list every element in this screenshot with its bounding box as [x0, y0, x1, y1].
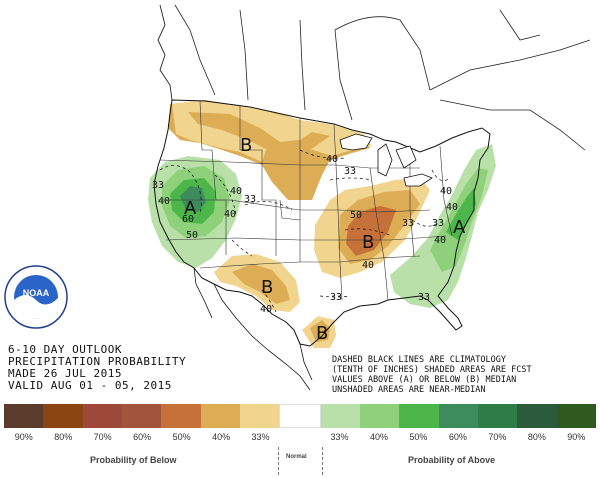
legend-tick-label: 33%: [251, 432, 270, 442]
state-lines: [158, 100, 453, 301]
us-outline: [153, 99, 491, 347]
climatology-dashed-lines: [159, 149, 451, 313]
contour-label: 33: [152, 180, 164, 191]
legend-swatch: [200, 404, 240, 428]
legend-swatch: [82, 404, 122, 428]
contour-labels: 33 40 50 60 40 33 40 33 40 40 40 33 40 5…: [152, 154, 458, 315]
precipitation-outlook-map: A B B B B A 33 40 50 60 40 33 40 33 40 4…: [4, 4, 591, 395]
probability-above-label: Probability of Above: [408, 455, 496, 465]
note-line: VALUES ABOVE (A) OR BELOW (B) MEDIAN: [332, 375, 516, 385]
normal-label: Normal: [286, 454, 307, 460]
contour-label: 40: [446, 202, 458, 213]
below-letter-north: B: [240, 135, 252, 156]
legend-tick-label: 50%: [172, 432, 191, 442]
legend-tick-label: 60%: [133, 432, 152, 442]
legend-swatch: [399, 404, 439, 428]
legend-swatch: [438, 404, 478, 428]
noaa-logo-text: NOAA: [23, 288, 50, 298]
outlook-valid-dates: VALID AUG 01 - 05, 2015: [8, 379, 172, 392]
legend-swatch: [161, 404, 201, 428]
map-notes: DASHED BLACK LINES ARE CLIMATOLOGY (TENT…: [332, 355, 532, 395]
probability-legend-bar: [4, 404, 596, 428]
contour-label: 33: [344, 166, 356, 177]
legend-swatch: [359, 404, 400, 428]
probability-legend-ticks: 90% 80% 70% 60% 50% 40% 33% 33% 40% 50% 60% 70% 80% 9…: [4, 432, 596, 444]
mexico-outline: [193, 267, 313, 391]
legend-swatch: [4, 404, 44, 428]
contour-label: 33: [432, 218, 444, 229]
probability-below-label: Probability of Below: [90, 455, 177, 465]
contour-label: 40: [440, 186, 452, 197]
contour-label: 40: [224, 209, 236, 220]
note-line: DASHED BLACK LINES ARE CLIMATOLOGY: [332, 355, 506, 365]
legend-tick-label: 40%: [369, 432, 388, 442]
note-line: UNSHADED AREAS ARE NEAR-MEDIAN: [332, 385, 486, 395]
normal-divider-right: [322, 447, 324, 475]
contour-label: 40: [326, 154, 338, 165]
contour-label: 40: [158, 196, 170, 207]
legend-swatch: [239, 404, 280, 428]
contour-label: 33: [402, 218, 414, 229]
contour-label: 50: [186, 230, 198, 241]
legend-tick-label: 80%: [54, 432, 73, 442]
contour-label: 40: [260, 304, 272, 315]
below-letter-southwest: B: [261, 277, 273, 298]
legend-swatch: [320, 404, 360, 428]
contour-label: 40: [434, 235, 446, 246]
legend-tick-label: 70%: [488, 432, 507, 442]
contour-label: 33: [330, 292, 342, 303]
outlook-title: 6-10 DAY OUTLOOK: [8, 343, 122, 356]
legend-swatch: [517, 404, 557, 428]
contour-label: 33: [418, 292, 430, 303]
legend-tick-label: 33%: [330, 432, 349, 442]
legend-tick-label: 50%: [409, 432, 428, 442]
contour-label: 40: [230, 186, 242, 197]
noaa-logo: NOAA: [4, 265, 68, 329]
legend-tick-label: 70%: [93, 432, 112, 442]
outlook-subtitle: PRECIPITATION PROBABILITY: [8, 355, 186, 368]
legend-swatch: [43, 404, 83, 428]
legend-swatch: [556, 404, 596, 428]
above-letter-east: A: [453, 217, 466, 238]
legend-swatch: [477, 404, 518, 428]
contour-label: 33: [244, 194, 256, 205]
legend-tick-label: 60%: [448, 432, 467, 442]
legend-tick-label: 90%: [567, 432, 586, 442]
below-letter-midsouth: B: [362, 232, 374, 253]
normal-divider-left: [278, 447, 280, 475]
legend-tick-label: 90%: [14, 432, 33, 442]
legend-swatch: [121, 404, 162, 428]
contour-label: 50: [350, 210, 362, 221]
pacific-coastline-canada: [157, 4, 173, 101]
above-letter-west: A: [184, 198, 197, 219]
outlook-info: 6-10 DAY OUTLOOK PRECIPITATION PROBABILI…: [8, 343, 186, 392]
below-median-shading: [168, 100, 430, 348]
legend-tick-label: 80%: [527, 432, 546, 442]
great-lakes: [339, 133, 433, 187]
note-line: (TENTH OF INCHES) SHADED AREAS ARE FCST: [332, 365, 532, 375]
canada-boundaries: [174, 4, 591, 151]
contour-label: 60: [182, 214, 194, 225]
legend-swatch: [279, 404, 321, 428]
legend-tick-label: [280, 432, 319, 444]
legend-tick-label: 40%: [212, 432, 231, 442]
outlook-made-date: MADE 26 JUL 2015: [8, 367, 122, 380]
below-letter-texas: B: [316, 323, 328, 344]
contour-label: 40: [362, 260, 374, 271]
